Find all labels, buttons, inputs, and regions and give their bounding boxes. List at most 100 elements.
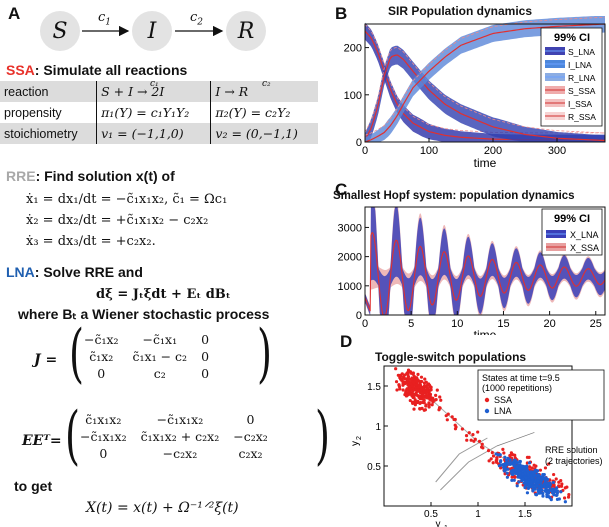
hopf-chart: 0 5 10 15 20 25 0 1000 2000 3000 time 99% CI X_LNA X_… <box>338 206 606 335</box>
ssa-point <box>422 408 426 412</box>
rre-text: : Find solution x(t) of <box>35 168 175 184</box>
ssa-point <box>394 380 399 384</box>
lna-point <box>523 466 527 471</box>
ssa-point <box>415 379 419 383</box>
lna-point <box>545 484 549 488</box>
ssa-point <box>480 442 484 446</box>
ssa-point <box>403 393 407 397</box>
ssa-point <box>510 475 514 479</box>
lna-point <box>527 483 532 487</box>
ssa-point <box>394 367 398 371</box>
lna-point <box>499 459 503 463</box>
hopf-xtick-label: 0 <box>362 318 368 330</box>
ssa-point <box>418 406 422 411</box>
lna-point <box>555 493 559 497</box>
lna-point <box>498 453 502 457</box>
ssa-point <box>397 383 401 387</box>
lna-point <box>515 484 519 488</box>
row-label: stoichiometry <box>0 123 98 144</box>
lna-point <box>537 490 542 494</box>
rre-eq-3: ẋ₃ = dx₃/dt = +c₂x₂. <box>26 234 156 249</box>
chart-c-title: Smallest Hopf system: population dynamic… <box>333 190 575 202</box>
rate-c2: c2 <box>190 10 204 28</box>
lna-point <box>547 482 552 486</box>
ssa-point <box>495 456 499 460</box>
ssa-point <box>501 447 505 451</box>
ssa-point <box>409 371 413 375</box>
ssa-point <box>413 403 417 407</box>
sir-xtick-label: 200 <box>484 145 502 157</box>
lna-point <box>563 500 567 504</box>
hopf-lna-band <box>365 207 605 315</box>
ssa-point <box>418 380 423 384</box>
panel-letter-a: A <box>8 4 21 23</box>
ssa-point <box>432 398 437 402</box>
hopf-xtick-label: 25 <box>590 318 602 330</box>
ssa-point <box>411 389 415 393</box>
lna-point <box>527 461 532 465</box>
ssa-text: : Simulate all reactions <box>34 62 188 78</box>
lna-point <box>524 476 528 480</box>
ssa-point <box>477 439 482 443</box>
toggle-ylabel-sub: 2 <box>356 436 363 440</box>
lna-point <box>508 460 512 464</box>
lna-point <box>517 480 521 484</box>
ssa-point <box>471 433 475 437</box>
ssa-point <box>402 376 407 381</box>
lna-point <box>547 495 551 499</box>
lna-point <box>551 480 556 485</box>
lna-point <box>545 492 549 497</box>
ssa-point <box>489 457 493 461</box>
sir-ssa-r <box>364 16 606 136</box>
ssa-point <box>417 394 421 398</box>
lna-point <box>541 494 545 498</box>
lna-point <box>512 462 517 466</box>
reaction-table: reaction S + I → 2I I → R propensity π₁(… <box>0 81 318 144</box>
rre-trajectory <box>435 437 488 483</box>
sir-legend-entry: S_SSA <box>568 86 596 96</box>
rre-annotation-leader <box>496 432 535 447</box>
toggle-xtick-label: 0.5 <box>424 509 438 520</box>
ssa-point <box>399 374 403 378</box>
lna-point <box>527 475 531 479</box>
sir-legend-entry: S_LNA <box>568 47 595 57</box>
hopf-mean-line <box>364 231 606 316</box>
toggle-legend-box <box>477 369 605 421</box>
hopf-legend-entry: X_LNA <box>570 230 599 240</box>
lna-point <box>559 490 563 494</box>
node-r: R <box>226 11 266 51</box>
ssa-point <box>422 381 426 385</box>
j-label: J = <box>34 352 58 368</box>
ssa-point <box>421 387 426 391</box>
ssa-point <box>453 423 457 427</box>
lna-point <box>534 493 539 497</box>
ssa-point <box>422 394 426 398</box>
ssa-point <box>472 439 476 443</box>
ssa-point <box>427 405 431 409</box>
sir-legend-title: 99% CI <box>554 32 590 44</box>
sir-ytick-label: 100 <box>344 90 362 102</box>
sir-legend-entry: R_SSA <box>568 112 596 122</box>
ssa-point <box>430 403 434 407</box>
ssa-point <box>476 430 480 434</box>
toggle-legend-title: States at time t=9.5 <box>482 373 560 383</box>
sir-axes-frame <box>364 23 606 143</box>
rre-annotation-text: (2 trajectories) <box>545 456 603 466</box>
lna-point <box>539 478 543 482</box>
j-right-paren: ) <box>256 317 272 391</box>
lna-point <box>523 471 527 475</box>
lna-point <box>512 478 516 482</box>
ssa-point <box>438 395 442 399</box>
lna-point <box>546 490 551 494</box>
rre-eq-2: ẋ₂ = dx₂/dt = +c̃₁x₁x₂ − c₂x₂ <box>26 213 209 228</box>
lna-point <box>508 462 512 466</box>
lna-point <box>505 471 509 475</box>
hopf-xlabel: time <box>474 328 497 335</box>
lna-prefix: LNA <box>6 264 35 280</box>
ssa-point <box>410 400 415 404</box>
ssa-point <box>406 383 410 387</box>
ssa-point <box>494 459 498 463</box>
ssa-point <box>428 384 432 389</box>
sir-ytick-label: 200 <box>344 43 362 55</box>
